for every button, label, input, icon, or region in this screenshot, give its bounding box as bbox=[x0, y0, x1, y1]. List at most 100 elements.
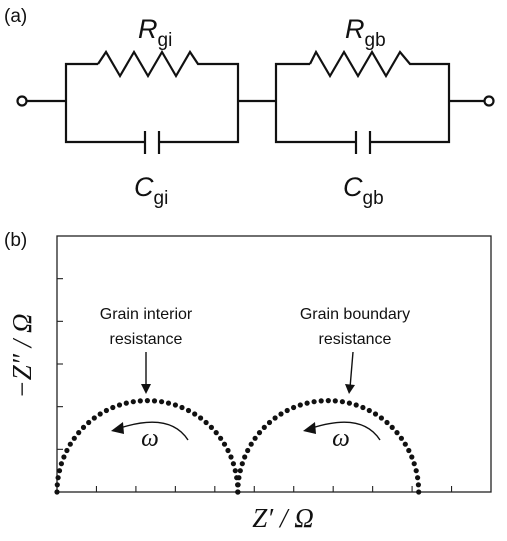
y-axis-label: −Z″ / Ω bbox=[7, 313, 37, 398]
data-point bbox=[130, 399, 136, 405]
data-point bbox=[55, 475, 61, 481]
pointer-arrow-boundary-head bbox=[345, 384, 355, 394]
data-point bbox=[185, 407, 192, 414]
data-point bbox=[221, 441, 228, 447]
data-point bbox=[252, 435, 258, 441]
data-point bbox=[159, 399, 165, 405]
data-point bbox=[261, 424, 267, 430]
data-point bbox=[325, 398, 331, 404]
data-point bbox=[213, 430, 219, 436]
data-point bbox=[378, 415, 384, 421]
data-point bbox=[272, 415, 278, 421]
data-point bbox=[172, 402, 178, 408]
annotation-grain-boundary-line1: Grain boundary bbox=[300, 306, 410, 323]
equivalent-circuit bbox=[16, 49, 495, 154]
data-point bbox=[237, 468, 243, 474]
data-point bbox=[239, 461, 245, 467]
data-point bbox=[411, 461, 417, 467]
resistor-r-gi bbox=[97, 49, 206, 79]
data-point bbox=[56, 468, 63, 474]
data-point bbox=[398, 435, 404, 441]
data-point bbox=[332, 398, 338, 404]
data-point bbox=[242, 454, 248, 460]
data-point bbox=[54, 482, 60, 488]
data-point bbox=[144, 398, 150, 404]
data-point bbox=[415, 482, 421, 488]
annotation-arrows bbox=[141, 351, 355, 394]
data-point bbox=[228, 454, 234, 460]
label-c-gb: Cgb bbox=[343, 172, 384, 209]
data-point bbox=[366, 407, 372, 414]
data-point bbox=[304, 400, 310, 406]
data-point bbox=[218, 435, 224, 441]
data-point bbox=[179, 404, 185, 411]
data-point bbox=[318, 398, 324, 404]
data-point bbox=[54, 489, 60, 495]
label-c-gi: Cgi bbox=[134, 172, 168, 209]
data-point bbox=[284, 407, 290, 414]
data-point bbox=[192, 411, 198, 417]
plot-frame bbox=[56, 235, 492, 493]
resistor-r-gb bbox=[309, 49, 416, 79]
data-point bbox=[151, 398, 158, 404]
data-point bbox=[339, 399, 345, 405]
data-point bbox=[346, 400, 352, 406]
data-point bbox=[413, 468, 419, 474]
data-point bbox=[203, 419, 209, 426]
capacitor-c-gb bbox=[354, 131, 372, 154]
data-point bbox=[360, 404, 366, 411]
label-r-gb: Rgb bbox=[345, 14, 386, 51]
data-point bbox=[236, 475, 242, 481]
x-axis-label: Z′ / Ω bbox=[252, 503, 313, 533]
gb-outline-right bbox=[370, 62, 451, 144]
annotation-grain-interior-line1: Grain interior bbox=[100, 306, 193, 323]
data-point bbox=[409, 454, 415, 460]
data-point bbox=[97, 411, 103, 417]
data-point bbox=[110, 404, 116, 411]
data-point bbox=[86, 419, 92, 426]
data-point bbox=[402, 441, 408, 447]
omega-label-right: ω bbox=[332, 425, 350, 452]
omega-arc-left bbox=[119, 421, 189, 441]
data-point bbox=[67, 441, 73, 447]
capacitor-c-gi bbox=[143, 131, 161, 154]
data-point bbox=[415, 475, 421, 481]
pointer-arrow-boundary bbox=[349, 351, 354, 389]
panel-a-label: (a) bbox=[4, 6, 27, 27]
data-point bbox=[235, 489, 241, 495]
gi-outline-left bbox=[64, 62, 145, 144]
data-point bbox=[80, 424, 87, 430]
data-point bbox=[291, 404, 297, 411]
data-point bbox=[416, 489, 422, 495]
data-point bbox=[225, 447, 231, 454]
plot-axes bbox=[56, 235, 492, 493]
data-point bbox=[58, 461, 64, 467]
data-point bbox=[165, 400, 172, 406]
gb-outline-left bbox=[274, 62, 356, 144]
data-point bbox=[116, 402, 123, 408]
data-point bbox=[245, 447, 251, 454]
data-point bbox=[198, 415, 204, 421]
data-point bbox=[384, 419, 390, 426]
omega-direction-arrows bbox=[111, 421, 381, 441]
data-point bbox=[256, 430, 263, 436]
data-point bbox=[266, 419, 273, 426]
right-terminal bbox=[483, 95, 495, 107]
data-point bbox=[278, 411, 284, 417]
data-point bbox=[232, 468, 238, 474]
panel-b-label: (b) bbox=[4, 230, 27, 251]
pointer-arrow-interior-head bbox=[141, 384, 151, 394]
data-point bbox=[235, 482, 241, 488]
data-point bbox=[353, 402, 359, 408]
omega-arc-left-head bbox=[111, 422, 124, 434]
axis-ticks bbox=[57, 278, 453, 492]
impedance-data-points bbox=[54, 398, 422, 495]
data-point bbox=[91, 415, 97, 421]
data-point bbox=[71, 435, 77, 441]
data-point bbox=[297, 402, 303, 408]
data-point bbox=[230, 461, 236, 467]
data-point bbox=[123, 400, 129, 406]
data-point bbox=[394, 430, 400, 436]
data-point bbox=[61, 454, 67, 460]
